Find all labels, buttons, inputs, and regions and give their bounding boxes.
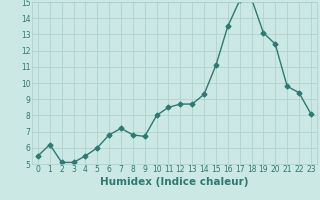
- X-axis label: Humidex (Indice chaleur): Humidex (Indice chaleur): [100, 177, 249, 187]
